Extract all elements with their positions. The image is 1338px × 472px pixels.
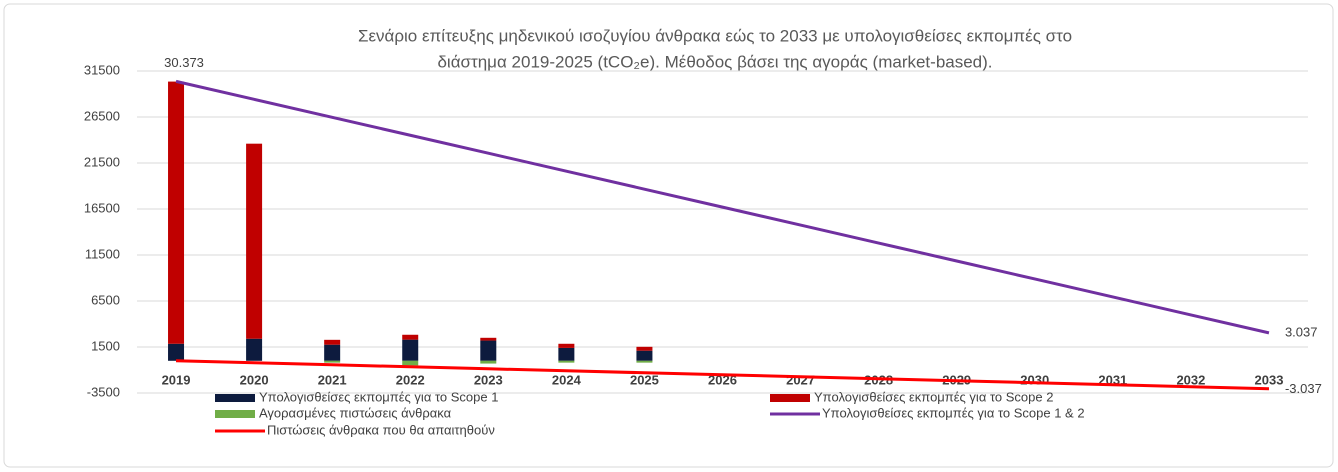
x-tick-label: 2022 bbox=[396, 372, 425, 387]
bar bbox=[246, 143, 263, 339]
x-tick-label: 2019 bbox=[162, 372, 191, 387]
bar bbox=[324, 360, 341, 363]
y-tick-label: 6500 bbox=[91, 292, 120, 307]
bar bbox=[558, 347, 575, 361]
x-tick-label: 2025 bbox=[630, 372, 659, 387]
bar bbox=[402, 360, 419, 366]
y-tick-label: -3500 bbox=[87, 384, 120, 399]
chart-frame bbox=[3, 3, 1334, 468]
bar bbox=[558, 360, 575, 363]
bar bbox=[402, 339, 419, 361]
y-tick-label: 16500 bbox=[84, 200, 120, 215]
line bbox=[175, 359, 1270, 391]
chart-title: Σενάριο επίτευξης μηδενικού ισοζυγίου άν… bbox=[358, 26, 1072, 45]
x-tick-label: 2027 bbox=[786, 372, 815, 387]
x-tick-label: 2024 bbox=[552, 372, 582, 387]
bar bbox=[480, 337, 497, 341]
bar bbox=[324, 339, 341, 345]
bar bbox=[402, 334, 419, 340]
legend-label: Υπολογισθείσες εκπομπές για το Scope 1 bbox=[259, 389, 498, 404]
x-tick-label: 2033 bbox=[1255, 372, 1284, 387]
bar bbox=[246, 338, 263, 361]
legend-label: Υπολογισθείσες εκπομπές για το Scope 1 &… bbox=[822, 405, 1085, 420]
legend-label: Πιστώσεις άνθρακα που θα απαιτηθούν bbox=[267, 422, 495, 437]
chart-title: διάστημα 2019-2025 (tCO₂e). Μέθοδος βάσε… bbox=[437, 52, 992, 71]
y-tick-label: 21500 bbox=[84, 154, 120, 169]
legend-label: Αγορασμένες πιστώσεις άνθρακα bbox=[259, 405, 452, 420]
x-tick-label: 2020 bbox=[240, 372, 269, 387]
x-tick-label: 2023 bbox=[474, 372, 503, 387]
data-label: -3.037 bbox=[1285, 381, 1322, 396]
y-tick-label: 31500 bbox=[84, 62, 120, 77]
data-label: 3.037 bbox=[1285, 324, 1318, 339]
bar bbox=[480, 360, 497, 364]
legend-swatch bbox=[215, 394, 255, 402]
bar bbox=[636, 346, 653, 351]
legend-label: Υπολογισθείσες εκπομπές για το Scope 2 bbox=[814, 389, 1053, 404]
bar bbox=[168, 343, 185, 361]
y-tick-label: 1500 bbox=[91, 338, 120, 353]
y-tick-label: 11500 bbox=[85, 246, 120, 261]
x-tick-label: 2030 bbox=[1020, 372, 1049, 387]
y-tick-label: 26500 bbox=[84, 108, 120, 123]
bar bbox=[480, 340, 497, 361]
bar bbox=[636, 350, 653, 361]
bar bbox=[324, 344, 341, 361]
x-tick-label: 2021 bbox=[318, 372, 347, 387]
legend-swatch bbox=[770, 394, 810, 402]
legend-swatch bbox=[215, 410, 255, 418]
bar bbox=[636, 360, 653, 363]
bar bbox=[558, 343, 575, 348]
line bbox=[175, 79, 1270, 335]
data-label: 30.373 bbox=[164, 55, 204, 70]
x-tick-label: 2032 bbox=[1176, 372, 1205, 387]
bar bbox=[168, 81, 185, 344]
